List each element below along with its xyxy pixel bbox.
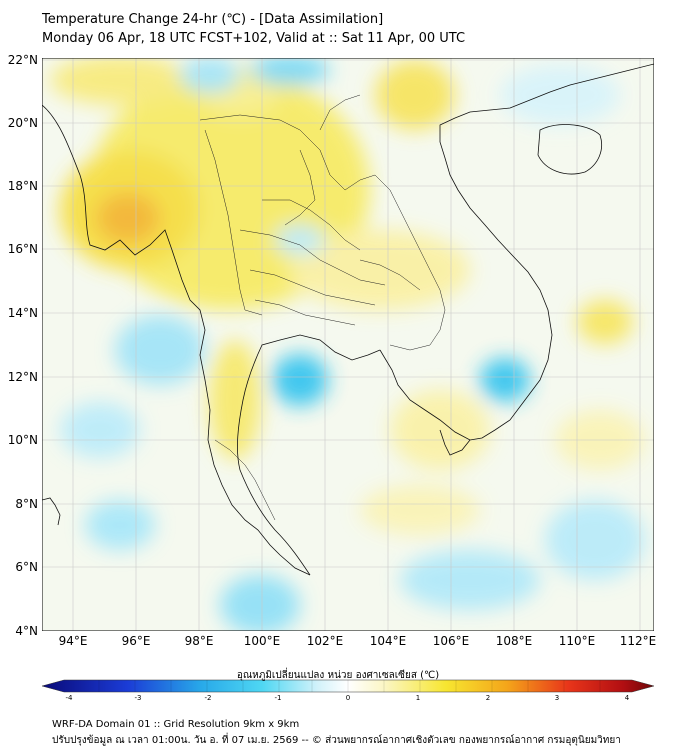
lat-label: 18°N (8, 179, 38, 193)
lat-label: 10°N (8, 433, 38, 447)
lat-label: 4°N (15, 624, 38, 638)
colorbar-tick: 3 (555, 694, 559, 702)
lat-label: 6°N (15, 560, 38, 574)
colorbar-tick: 4 (625, 694, 630, 702)
lon-label: 102°E (307, 634, 344, 648)
colorbar: -4 -3 -2 -1 0 1 2 3 4 (41, 679, 655, 702)
lat-label: 16°N (8, 242, 38, 256)
latitude-labels: 22°N 20°N 18°N 16°N 14°N 12°N 10°N 8°N 6… (8, 53, 38, 638)
colorbar-label: อุณหภูมิเปลี่ยนแปลง หน่วย องศาเซลเซียส (… (236, 670, 440, 681)
lon-label: 112°E (620, 634, 657, 648)
lon-label: 104°E (370, 634, 407, 648)
colorbar-tick: 0 (346, 694, 350, 702)
colorbar-tick: 1 (416, 694, 420, 702)
lon-label: 94°E (59, 634, 88, 648)
map-title: Temperature Change 24-hr (℃) - [Data Ass… (42, 12, 384, 27)
lat-label: 12°N (8, 370, 38, 384)
colorbar-tick: -3 (135, 694, 142, 702)
lat-label: 22°N (8, 53, 38, 67)
lon-label: 98°E (185, 634, 214, 648)
longitude-labels: 94°E 96°E 98°E 100°E 102°E 104°E 106°E 1… (59, 634, 657, 648)
lon-label: 106°E (433, 634, 470, 648)
colorbar-tick: 2 (486, 694, 490, 702)
footer-credit: ปรับปรุงข้อมูล ณ เวลา 01:00น. วัน อ. ที่… (52, 735, 621, 746)
colorbar-tick: -1 (275, 694, 282, 702)
lon-label: 96°E (122, 634, 151, 648)
lat-label: 20°N (8, 116, 38, 130)
footer-model-info: WRF-DA Domain 01 :: Grid Resolution 9km … (52, 719, 300, 730)
lat-label: 8°N (15, 497, 38, 511)
temperature-field (42, 58, 654, 631)
map-subtitle: Monday 06 Apr, 18 UTC FCST+102, Valid at… (42, 31, 466, 46)
colorbar-tick: -4 (66, 694, 74, 702)
coastlines (42, 63, 654, 576)
lat-label: 14°N (8, 306, 38, 320)
admin-borders (199, 94, 446, 521)
lon-label: 100°E (244, 634, 281, 648)
lon-label: 110°E (559, 634, 596, 648)
colorbar-tick: -2 (205, 694, 212, 702)
lon-label: 108°E (496, 634, 533, 648)
